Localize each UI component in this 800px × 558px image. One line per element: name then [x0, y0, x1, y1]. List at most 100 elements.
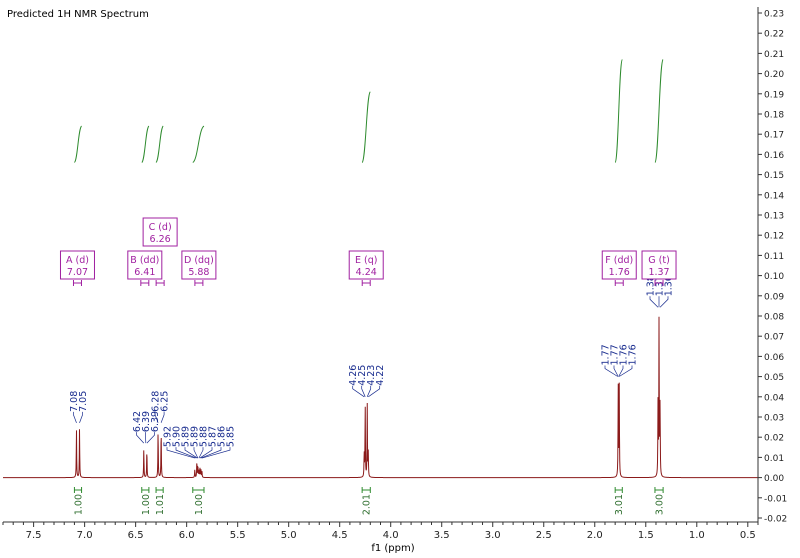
peak-label-leader [201, 447, 231, 459]
peak-label-leader [618, 365, 624, 377]
x-tick-label: 4.5 [332, 530, 348, 541]
peak-label-leader [352, 385, 365, 398]
integral-value: 1.00 [141, 494, 152, 515]
multiplet-box [181, 250, 217, 280]
multiplet-label: C (d) [149, 222, 172, 233]
multiplet-box [59, 250, 95, 280]
y-tick-label: 0.11 [764, 252, 784, 262]
peak-label-leader [649, 296, 659, 308]
peak-label: 5.88 [199, 426, 210, 447]
y-tick-label: 0.18 [764, 111, 784, 121]
peak-label: 5.87 [208, 426, 219, 447]
integral-curve [654, 59, 664, 163]
integral-curve [73, 125, 83, 163]
peak-label-leader [184, 447, 198, 459]
x-tick-label: 2.5 [536, 530, 552, 541]
multiplet-shift: 6.41 [134, 267, 155, 278]
peak-label-leader [361, 385, 366, 397]
multiplet-box [127, 250, 163, 280]
peak-label-leader [368, 385, 381, 398]
y-tick-label: 0.13 [764, 212, 784, 222]
peak-label: 1.77 [601, 344, 612, 365]
integral-curve [361, 91, 371, 163]
y-tick-label: -0.01 [764, 494, 787, 504]
y-tick-label: 0.19 [764, 90, 784, 100]
peak-label-leader [659, 296, 669, 308]
peak-label-leader [366, 385, 372, 397]
peak-label-leader [200, 447, 222, 459]
x-tick-label: 5.5 [230, 530, 246, 541]
multiplet-box [348, 250, 384, 280]
multiplet-box [641, 250, 677, 280]
peak-label-leader [160, 411, 165, 423]
y-tick-label: 0.01 [764, 454, 784, 464]
peak-label: 4.25 [357, 365, 368, 386]
x-axis-label: f1 (ppm) [371, 543, 414, 554]
peak-label: 1.77 [610, 344, 621, 365]
peak-label: 6.25 [160, 391, 171, 412]
peak-label: 5.86 [217, 426, 228, 447]
x-tick-label: 2.0 [587, 530, 603, 541]
integral-value: 3.01 [614, 494, 625, 515]
multiplet-label: G (t) [648, 255, 670, 266]
peak-label: 1.38 [646, 275, 657, 296]
peak-label-leader [604, 365, 618, 377]
multiplet-label: B (dd) [130, 255, 159, 266]
x-tick-label: 7.0 [77, 530, 93, 541]
multiplet-label: E (q) [355, 255, 377, 266]
peak-label: 5.92 [163, 426, 174, 447]
multiplet-shift: 7.07 [67, 267, 88, 278]
y-tick-label: 0.10 [764, 272, 784, 282]
y-tick-label: 0.03 [764, 414, 784, 424]
y-tick-label: 0.21 [764, 50, 784, 60]
y-tick-label: 0.17 [764, 131, 784, 141]
integral-curve [192, 125, 205, 163]
y-tick-label: 0.06 [764, 353, 784, 363]
peak-label-leader [154, 411, 159, 423]
peak-label: 1.76 [619, 344, 630, 365]
integral-curve [141, 125, 150, 163]
y-tick-label: -0.02 [764, 515, 787, 525]
x-tick-label: 7.5 [26, 530, 42, 541]
x-axis: 7.5 7.0 6.5 6.0 5.5 5.0 4.5 4.0 3.5 3.0 2.5 2.0 1.5 1… [2, 521, 759, 541]
multiplet-box [601, 250, 637, 280]
peak-label: 6.39 [150, 411, 161, 432]
peak-label: 1.76 [628, 344, 639, 365]
y-tick-label: 0.08 [764, 313, 784, 323]
peak-label: 5.89 [190, 426, 201, 447]
chart-title: Predicted 1H NMR Spectrum [7, 9, 149, 20]
peak-label-leader [166, 447, 195, 459]
y-tick-label: 0.22 [764, 30, 784, 40]
integral-value: 3.00 [655, 494, 666, 515]
peak-label-leader [79, 411, 83, 424]
y-tick-label: 0.14 [764, 191, 784, 201]
peak-label: 5.89 [181, 426, 192, 447]
integral-value: 1.01 [155, 494, 166, 515]
peak-label: 7.08 [69, 391, 80, 412]
x-tick-label: 1.0 [689, 530, 705, 541]
x-tick-label: 6.5 [128, 530, 144, 541]
x-tick-label: 3.0 [485, 530, 501, 541]
peak-label: 1.37 [655, 275, 666, 296]
x-tick-label: 5.0 [281, 530, 297, 541]
x-tick-label: 6.0 [179, 530, 195, 541]
peak-label: 5.85 [226, 426, 237, 447]
peak-label: 6.28 [151, 391, 162, 412]
peak-label: 7.05 [78, 391, 89, 412]
multiplet-shift: 1.37 [648, 267, 669, 278]
y-tick-label: 0.09 [764, 292, 784, 302]
spectrum-layer: 7.087.056.426.396.396.286.255.925.905.89… [3, 59, 758, 515]
y-tick-label: 0.07 [764, 333, 784, 343]
y-tick-label: 0.05 [764, 373, 784, 383]
multiplet-label: F (dd) [605, 255, 633, 266]
integral-curve [155, 125, 164, 163]
peak-label-leader [73, 411, 77, 424]
y-tick-label: 0.04 [764, 393, 784, 403]
y-tick-label: 0.12 [764, 232, 784, 242]
y-tick-label: 0.16 [764, 151, 784, 161]
x-tick-label: 0.5 [740, 530, 756, 541]
multiplet-shift: 5.88 [188, 267, 209, 278]
integral-value: 1.00 [194, 494, 205, 515]
peak-label-leader [613, 365, 619, 377]
